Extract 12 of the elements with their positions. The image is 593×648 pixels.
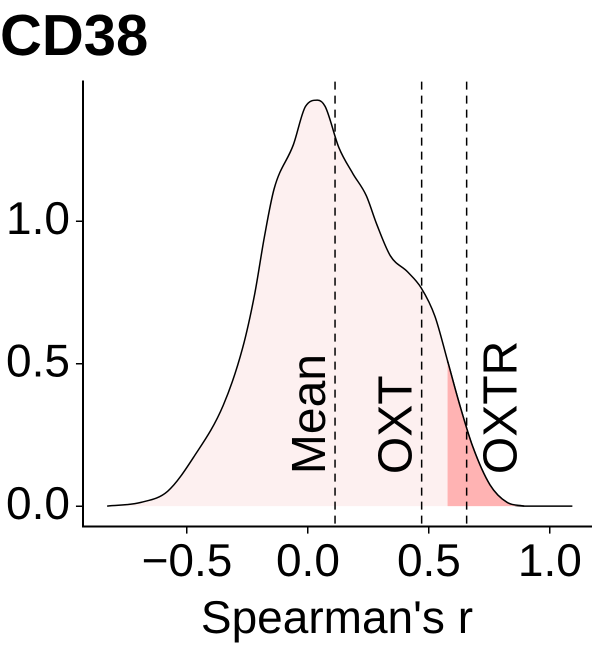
- ref-line-label: OXTR: [474, 340, 528, 474]
- x-tick-label: 0.0: [276, 534, 340, 586]
- x-tick-label: 1.0: [518, 534, 582, 586]
- chart-title: CD38: [0, 2, 148, 68]
- ref-line-label: OXT: [370, 375, 423, 474]
- y-tick-label: 0.0: [6, 476, 70, 529]
- x-axis-title: Spearman's r: [200, 591, 474, 644]
- x-tick-label: −0.5: [142, 534, 232, 586]
- y-tick-label: 1.0: [6, 192, 70, 244]
- y-tick-label: 0.5: [6, 334, 70, 386]
- ref-line-label: Mean: [283, 354, 336, 474]
- x-tick-label: 0.5: [396, 534, 461, 586]
